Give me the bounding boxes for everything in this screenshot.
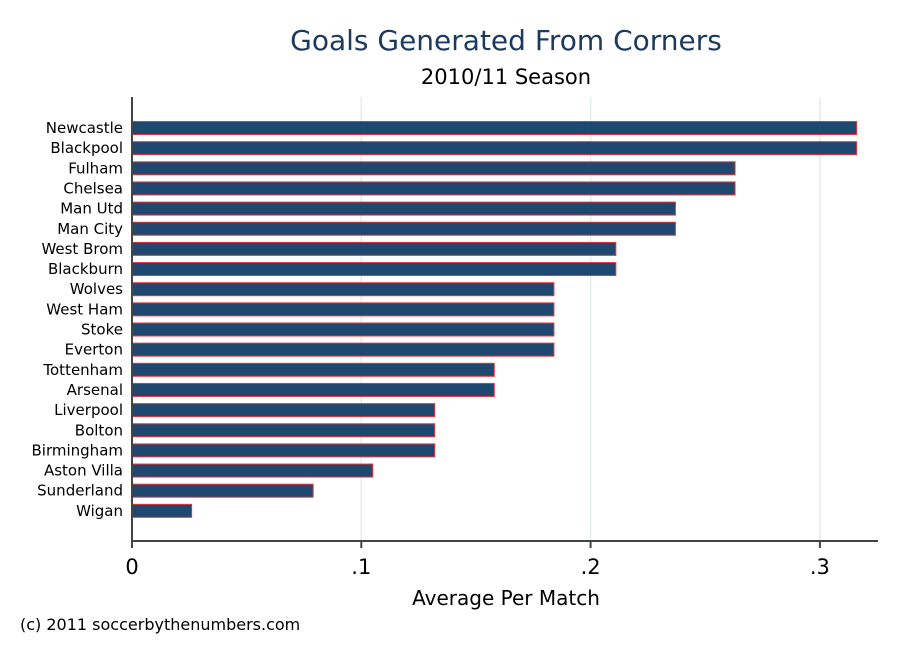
x-axis-label: Average Per Match [412, 586, 600, 610]
bar [131, 262, 617, 277]
category-label: Bolton [75, 421, 123, 439]
bar [131, 443, 436, 458]
bar [131, 342, 555, 357]
x-tick-label: .2 [581, 555, 601, 579]
bar [131, 141, 858, 156]
bar [131, 423, 436, 438]
x-tick-label: .1 [351, 555, 371, 579]
category-label: Blackburn [48, 260, 123, 278]
category-label: West Ham [46, 300, 123, 318]
bar [131, 322, 555, 337]
category-label: Aston Villa [44, 462, 123, 480]
category-label: Everton [65, 341, 123, 359]
bar [131, 483, 314, 498]
chart-subtitle: 2010/11 Season [421, 65, 591, 89]
category-label: Fulham [68, 159, 123, 177]
bar [131, 282, 555, 297]
category-label: Stoke [81, 321, 123, 339]
bar [131, 382, 495, 397]
chart-title: Goals Generated From Corners [290, 24, 722, 57]
category-label: Arsenal [67, 381, 123, 399]
category-label: Tottenham [42, 361, 123, 379]
category-label: Man Utd [60, 200, 123, 218]
bar [131, 161, 736, 176]
bar [131, 181, 736, 196]
category-label: Birmingham [32, 441, 123, 459]
bar [131, 302, 555, 317]
category-label: West Brom [41, 240, 123, 258]
category-label: Chelsea [63, 179, 123, 197]
bar [131, 121, 858, 135]
category-label: Newcastle [46, 119, 123, 137]
bar [131, 221, 676, 236]
credit-text: (c) 2011 soccerbythenumbers.com [20, 615, 300, 634]
bar [131, 463, 374, 478]
category-label: Liverpool [54, 401, 123, 419]
bar [131, 503, 193, 518]
bar [131, 241, 617, 256]
category-label: Blackpool [50, 139, 123, 157]
x-tick-label: .3 [810, 555, 830, 579]
x-tick-label: 0 [125, 555, 138, 579]
bar [131, 403, 436, 418]
bar [131, 201, 676, 216]
category-label: Wigan [76, 502, 123, 520]
category-label: Wolves [70, 280, 123, 298]
category-label: Sunderland [37, 482, 123, 500]
bar [131, 362, 495, 377]
category-label: Man City [57, 220, 123, 238]
